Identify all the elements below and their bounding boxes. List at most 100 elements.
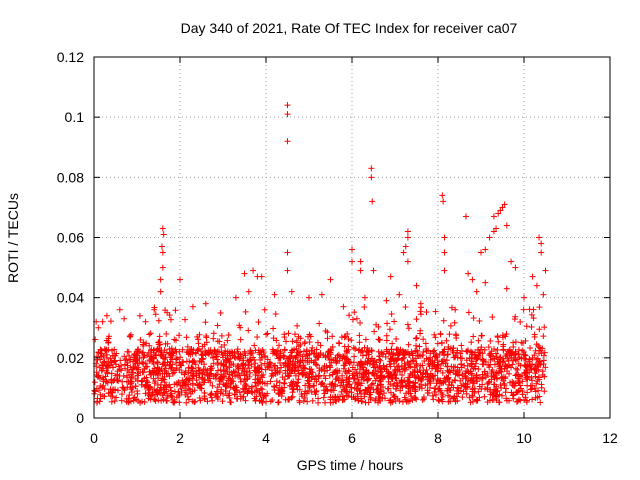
data-point xyxy=(108,398,115,405)
data-point xyxy=(246,356,253,363)
data-point xyxy=(455,387,462,394)
data-point xyxy=(529,382,536,389)
data-point xyxy=(145,385,152,392)
data-point xyxy=(306,294,312,301)
data-point xyxy=(140,369,147,376)
data-point xyxy=(462,368,469,375)
data-point xyxy=(521,396,528,403)
data-point xyxy=(515,350,522,357)
data-point xyxy=(482,246,489,253)
data-point xyxy=(284,138,291,145)
data-point xyxy=(413,342,420,349)
data-point xyxy=(394,349,401,356)
data-point xyxy=(204,372,211,379)
data-point xyxy=(517,318,524,325)
data-point xyxy=(439,192,446,199)
data-point xyxy=(176,348,183,355)
data-point xyxy=(455,390,462,397)
data-point xyxy=(346,381,353,388)
data-point xyxy=(502,374,509,381)
data-point xyxy=(125,395,132,402)
data-point xyxy=(533,356,540,363)
data-point xyxy=(183,399,190,406)
data-point xyxy=(289,389,296,396)
data-point xyxy=(402,382,409,389)
data-point xyxy=(292,354,299,361)
data-point xyxy=(478,375,485,382)
data-point xyxy=(404,321,411,328)
data-point xyxy=(436,377,443,384)
data-point xyxy=(512,365,519,372)
data-point xyxy=(450,349,457,356)
data-point xyxy=(168,365,175,372)
data-point xyxy=(132,375,139,382)
data-point xyxy=(418,311,425,318)
data-point xyxy=(405,325,412,332)
data-point xyxy=(450,354,457,361)
data-point xyxy=(366,347,373,354)
data-point xyxy=(400,354,407,361)
data-point xyxy=(485,344,492,351)
data-point xyxy=(189,365,196,372)
x-axis-label: GPS time / hours xyxy=(297,457,404,473)
data-point xyxy=(314,339,321,346)
data-point xyxy=(425,347,432,354)
data-point xyxy=(404,228,411,235)
data-point xyxy=(312,391,319,398)
axis-ticks xyxy=(93,56,611,419)
data-point xyxy=(155,397,162,404)
data-point xyxy=(339,355,346,362)
data-point xyxy=(357,267,364,274)
data-point xyxy=(443,337,450,344)
data-point xyxy=(232,386,239,393)
data-point xyxy=(234,363,241,370)
data-point xyxy=(514,388,521,395)
data-point xyxy=(170,399,177,406)
data-point xyxy=(303,351,310,358)
data-point xyxy=(458,342,465,349)
data-point xyxy=(124,372,131,379)
data-point xyxy=(134,388,141,395)
data-point xyxy=(218,332,225,339)
data-point xyxy=(306,384,313,391)
data-point xyxy=(451,394,458,401)
data-point xyxy=(259,374,266,381)
data-point xyxy=(143,340,150,347)
data-point xyxy=(194,333,201,340)
data-point xyxy=(221,350,228,357)
data-point xyxy=(445,398,452,405)
data-point xyxy=(234,346,241,353)
data-point xyxy=(531,333,538,340)
data-point xyxy=(531,352,538,359)
data-point xyxy=(154,359,161,366)
data-point xyxy=(91,379,98,386)
data-point xyxy=(127,384,134,391)
data-point xyxy=(189,303,196,310)
data-point xyxy=(295,364,302,371)
data-point xyxy=(221,341,228,348)
data-point xyxy=(109,364,116,371)
data-point xyxy=(439,398,446,405)
data-point xyxy=(470,333,477,340)
data-point xyxy=(538,249,545,256)
data-point xyxy=(192,349,199,356)
data-point xyxy=(339,372,346,379)
data-point xyxy=(134,348,141,355)
data-point xyxy=(186,386,193,393)
data-point xyxy=(213,388,220,395)
data-point xyxy=(258,362,265,369)
data-point xyxy=(418,376,425,383)
data-point xyxy=(114,387,121,394)
data-point xyxy=(105,346,112,353)
data-point xyxy=(375,336,382,343)
data-point xyxy=(107,355,114,362)
data-point xyxy=(288,394,295,401)
data-point xyxy=(197,384,204,391)
data-point xyxy=(440,317,447,324)
data-point xyxy=(479,356,486,363)
data-point xyxy=(195,364,202,371)
data-point xyxy=(494,375,501,382)
data-point xyxy=(351,309,358,316)
data-point xyxy=(309,397,316,404)
data-point xyxy=(343,382,350,389)
